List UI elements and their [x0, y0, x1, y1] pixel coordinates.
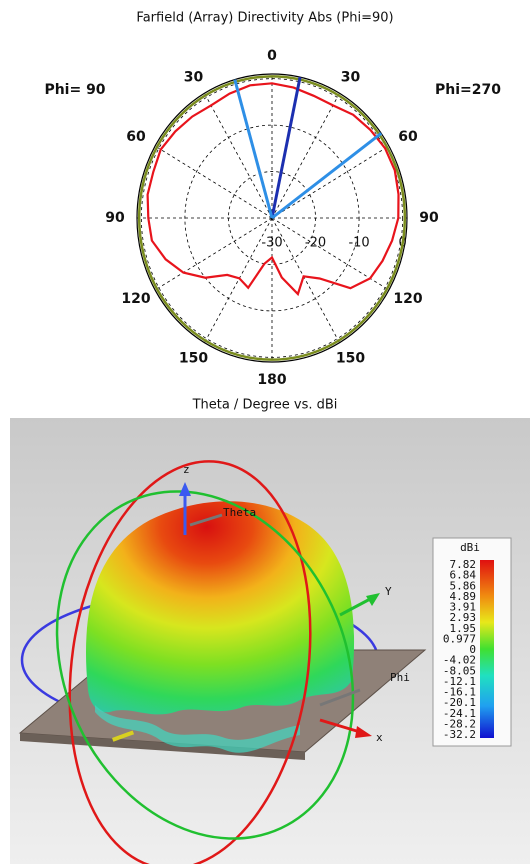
theta-tick-label: 120 — [393, 291, 422, 307]
grid-spoke — [272, 93, 340, 218]
colorbar — [480, 560, 494, 738]
theta-tick-label: 0 — [267, 48, 277, 64]
r-tick-label: -10 — [348, 236, 369, 251]
theta-tick-label: 90 — [105, 210, 125, 226]
colorbar-title: dBi — [460, 541, 480, 554]
render-title: Theta / Degree vs. dBi — [192, 398, 338, 413]
direction-line — [235, 80, 272, 218]
grid-spoke — [205, 93, 273, 218]
axis-phi: Phi — [390, 671, 410, 684]
theta-tick-label: 90 — [419, 210, 439, 226]
r-tick-label: -20 — [305, 236, 326, 251]
theta-tick-label: 150 — [179, 350, 208, 366]
theta-tick-label: 180 — [257, 372, 286, 388]
direction-line — [272, 133, 381, 218]
theta-tick-label: 30 — [184, 70, 204, 86]
theta-tick-label: 60 — [126, 129, 146, 145]
grid-spoke — [272, 218, 389, 290]
render-view: z Theta Y Phi x dBi 7.826.845.864.893.91… — [2, 418, 530, 864]
axis-y: Y — [385, 585, 392, 598]
left-label: Phi= 90 — [44, 82, 105, 98]
theta-tick-label: 120 — [121, 291, 150, 307]
theta-tick-label: 60 — [398, 129, 418, 145]
right-label: Phi=270 — [435, 82, 501, 98]
theta-tick-label: 30 — [341, 70, 361, 86]
pattern-curve — [148, 83, 399, 294]
grid-spoke — [272, 146, 389, 218]
theta-tick-label: 150 — [336, 350, 365, 366]
direction-line — [272, 77, 300, 218]
axis-x: x — [376, 731, 383, 744]
colorbar-label: -32.2 — [443, 728, 476, 741]
axis-theta: Theta — [223, 506, 256, 519]
chart-title: Farfield (Array) Directivity Abs (Phi=90… — [136, 11, 393, 26]
page: Farfield (Array) Directivity Abs (Phi=90… — [0, 0, 530, 864]
axis-z: z — [183, 463, 190, 476]
